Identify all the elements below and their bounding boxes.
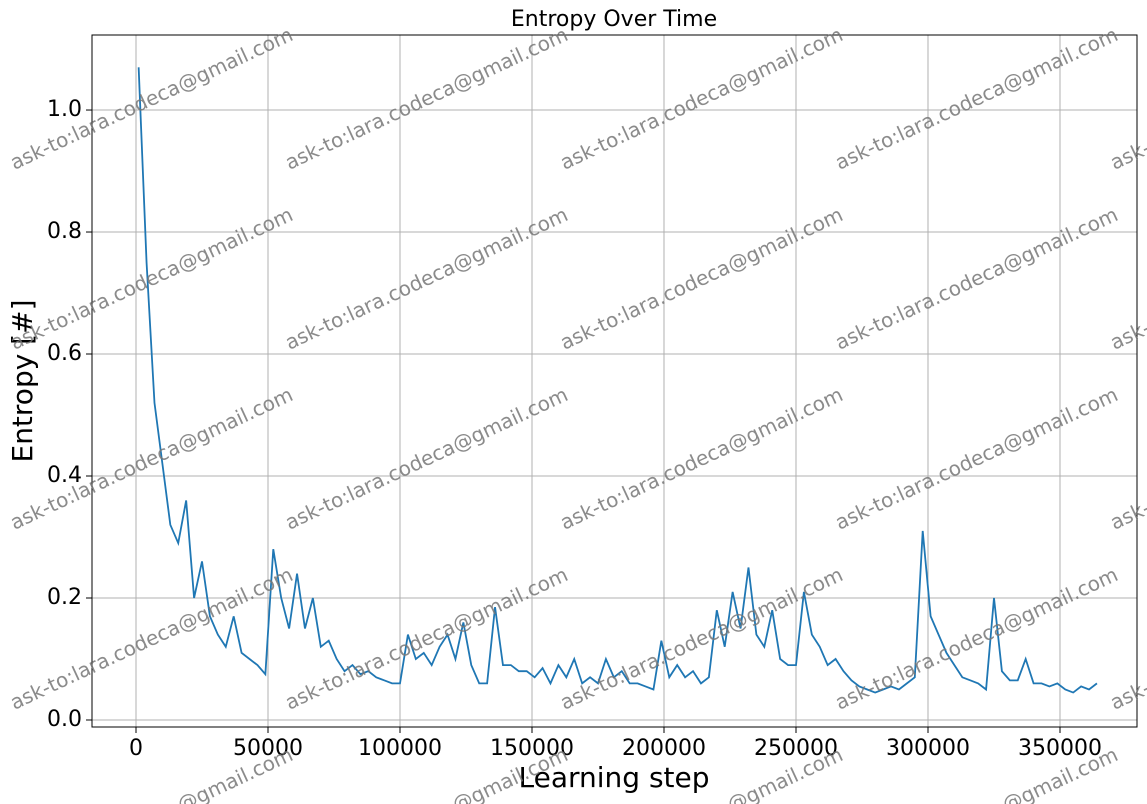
- x-tick-label: 200000: [622, 736, 706, 761]
- y-tick-label: 0.0: [47, 707, 82, 732]
- y-tick-label: 0.8: [47, 219, 82, 244]
- watermark: ask-to:lara.codeca@gmail.com: [831, 202, 1121, 354]
- watermark: ask-to:lara.codeca@gmail.com: [831, 562, 1121, 714]
- x-tick-label: 0: [129, 736, 143, 761]
- chart-title: Entropy Over Time: [511, 7, 717, 32]
- watermark: ask-to:lara.codeca@gmail.com: [556, 22, 846, 174]
- watermark: ask-to:lara.codeca@gmail.com: [556, 562, 846, 714]
- x-axis-label: Learning step: [518, 761, 709, 794]
- y-tick-label: 1.0: [47, 97, 82, 122]
- x-tick-label: 350000: [1018, 736, 1102, 761]
- y-tick-label: 0.4: [47, 463, 82, 488]
- x-tick-label: 100000: [358, 736, 442, 761]
- watermark: ask-to:lara.codeca@gmail.com: [556, 202, 846, 354]
- watermark: ask-to:lara.codeca@gmail.com: [831, 22, 1121, 174]
- watermark: ask-to:lara.codeca@gmail.com: [281, 22, 571, 174]
- y-axis-label: Entropy [#]: [6, 300, 39, 463]
- plot-frame: [91, 34, 1138, 728]
- watermark: ask-to:lara.codeca@gmail.com: [281, 382, 571, 534]
- watermark: ask-to:lara.codeca@gmail.com: [556, 382, 846, 534]
- x-tick-label: 50000: [233, 736, 303, 761]
- data-line: [137, 67, 1098, 694]
- watermark: ask-to:lara.codeca@gmail.com: [281, 202, 571, 354]
- watermark: ask-to:lara.codeca@gmail.com: [6, 382, 296, 534]
- watermark: ask-to:lara.codeca@gmail.com: [831, 382, 1121, 534]
- x-tick-label: 150000: [490, 736, 574, 761]
- x-tick-label: 300000: [886, 736, 970, 761]
- watermark: ask-to:lara.codeca@gmail.com: [281, 562, 571, 714]
- y-tick-label: 0.2: [47, 585, 82, 610]
- y-tick-label: 0.6: [47, 341, 82, 366]
- x-tick-label: 250000: [754, 736, 838, 761]
